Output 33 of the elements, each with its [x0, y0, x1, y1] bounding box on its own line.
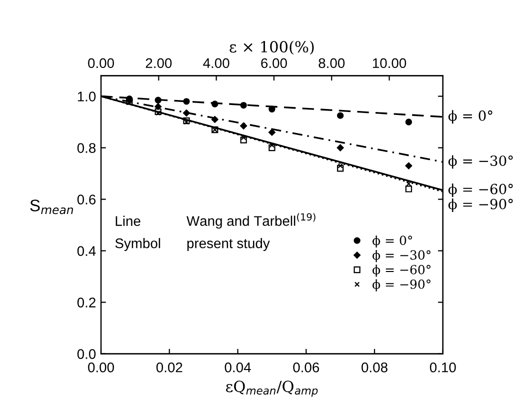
y-tick-label: 0.4: [77, 246, 96, 256]
x2-axis-title: ε × 100(%): [230, 40, 314, 55]
series-label: ϕ = 0°: [448, 110, 492, 124]
x-tick-label: 0.04: [224, 362, 251, 372]
x2-tick-label: 10.00: [372, 58, 406, 68]
y-tick-label: 0.0: [77, 349, 96, 359]
annotation: present study: [187, 238, 270, 251]
x-axis-title: εQ$_{mean}$/Q$_{amp}$: [226, 380, 318, 397]
series-label: ϕ = −90°: [448, 198, 513, 212]
annotation: Symbol: [115, 238, 160, 251]
annotation: Line: [116, 216, 140, 226]
x-tick-label: 0.08: [362, 362, 388, 372]
y-tick-label: 0.2: [77, 298, 96, 308]
x2-tick-label: 0.00: [88, 58, 114, 68]
legend-label: ϕ = 0°: [372, 235, 412, 248]
x-tick-label: 0.10: [430, 362, 456, 372]
annotation: Wang and Tarbell$^{(19)}$: [186, 213, 316, 229]
x-tick-label: 0.00: [88, 362, 114, 372]
series-label: ϕ = −30°: [448, 155, 513, 169]
legend-label: ϕ = −60°: [372, 264, 430, 277]
legend-label: ϕ = −30°: [372, 250, 430, 262]
y-axis-title: S$_{mean}$: [30, 200, 73, 214]
x2-tick-label: 8.00: [318, 58, 345, 68]
x2-tick-label: 2.00: [146, 58, 172, 68]
y-tick-label: 1.0: [78, 92, 96, 102]
x2-tick-label: 6.00: [261, 58, 287, 68]
x2-tick-label: 4.00: [203, 58, 230, 68]
legend-label: ϕ = −90°: [372, 279, 430, 292]
x-tick-label: 0.06: [293, 362, 320, 372]
x-tick-label: 0.02: [156, 362, 182, 372]
legend-label: ϕ = −60°: [448, 184, 513, 197]
y-tick-label: 0.8: [77, 143, 96, 153]
y-tick-label: 0.6: [77, 194, 96, 204]
